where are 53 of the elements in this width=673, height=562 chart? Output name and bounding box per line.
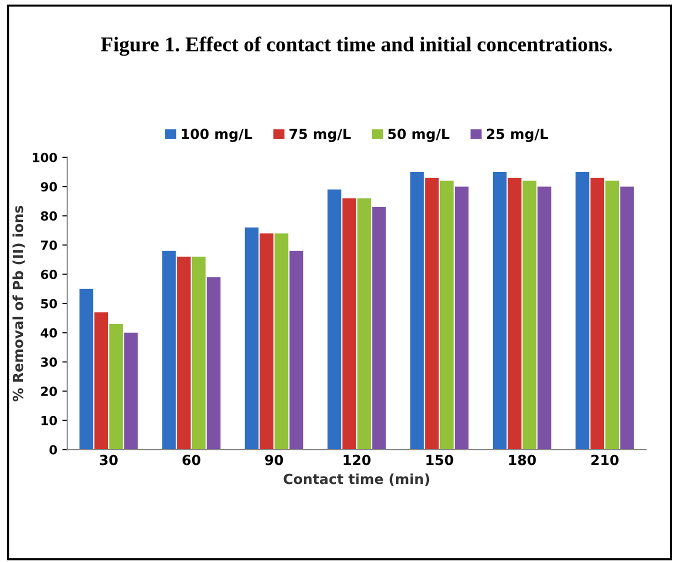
bar [206, 277, 220, 450]
bar [109, 324, 123, 450]
bar [508, 178, 522, 450]
bar [328, 190, 342, 450]
chart-title: Figure 1. Effect of contact time and initial concentrations. [100, 36, 612, 56]
y-tick-label: 0 [49, 445, 57, 455]
bar [576, 172, 590, 450]
x-tick-label: 90 [265, 454, 284, 466]
x-tick-label: 150 [426, 454, 454, 466]
x-tick-label: 30 [100, 454, 118, 466]
bar [79, 288, 94, 450]
bar [177, 256, 191, 450]
x-tick-label: 180 [509, 454, 536, 466]
bar [620, 186, 634, 450]
bar [94, 312, 108, 450]
bar [410, 172, 424, 450]
legend-label: 50 mg/L [388, 128, 450, 142]
y-tick-label: 70 [41, 240, 57, 250]
bar [274, 233, 288, 450]
x-tick-label: 210 [591, 454, 619, 466]
bar [605, 180, 620, 450]
x-tick-label: 120 [344, 454, 371, 466]
legend-label: 25 mg/L [486, 128, 548, 142]
bar [289, 250, 304, 450]
bar [492, 172, 507, 450]
bar [342, 198, 356, 450]
bar [162, 250, 176, 450]
y-tick-label: 100 [32, 152, 57, 162]
bar [590, 178, 604, 450]
bar [124, 332, 138, 450]
y-tick-label: 80 [40, 211, 57, 221]
bar [244, 228, 259, 450]
legend-label: 100 mg/L [182, 128, 252, 142]
x-axis-title: Contact time (min) [284, 473, 430, 486]
bar [192, 256, 206, 450]
bar [440, 180, 454, 450]
y-tick-label: 50 [41, 298, 57, 308]
y-tick-label: 90 [40, 182, 57, 192]
y-axis-title: % Removal of Pb (II) ions [12, 206, 25, 402]
bar [372, 207, 386, 450]
y-tick-label: 10 [42, 416, 57, 426]
bar [522, 180, 536, 450]
x-tick-label: 60 [182, 454, 200, 466]
bar [357, 198, 371, 450]
y-tick-label: 30 [41, 357, 57, 367]
y-tick-label: 20 [41, 386, 57, 396]
bar [538, 186, 552, 450]
bar [454, 186, 469, 450]
legend-label: 75 mg/L [290, 128, 351, 142]
y-tick-label: 40 [40, 328, 57, 338]
bar [260, 233, 274, 450]
bar [425, 178, 439, 450]
y-tick-label: 60 [40, 270, 57, 280]
